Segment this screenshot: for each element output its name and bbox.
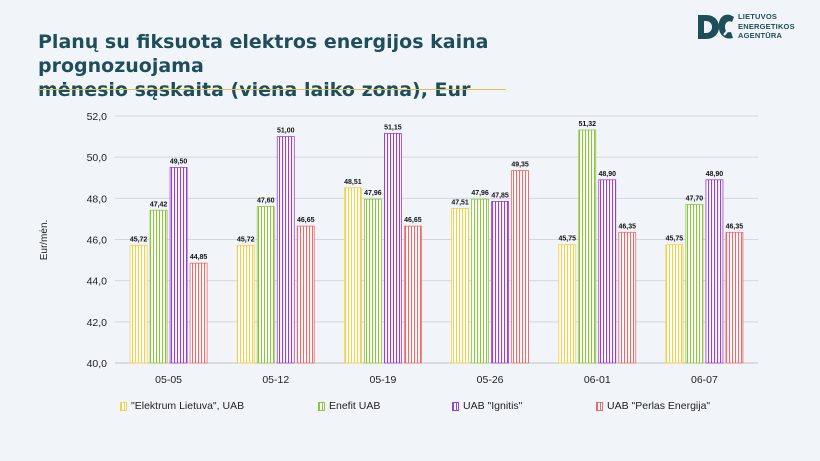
legend-label: Enefit UAB [329,400,381,412]
logo-line-2: ENERGETIKOS [738,21,795,31]
y-tick-label: 52,0 [87,111,108,123]
agency-logo-text: LIETUVOS ENERGETIKOS AGENTŪRA [738,12,795,41]
bar [665,244,684,364]
y-tick-label: 48,0 [87,193,108,205]
chart-title-line-2: mėnesio sąskaita (viena laiko zona), Eur [38,79,471,101]
logo-line-1: LIETUVOS [738,12,778,21]
bar [384,133,402,364]
chart-gridlines [115,115,758,364]
bar [558,244,577,364]
bar [256,206,275,364]
bar-value-label: 45,72 [237,236,255,243]
bar [404,225,422,364]
chart-bars [129,129,744,364]
bar [129,244,148,364]
y-axis-label: Eur/mėn. [39,220,50,261]
y-tick-label: 46,0 [87,235,108,247]
legend-swatch [120,401,127,411]
bar-value-label: 45,75 [558,236,576,243]
bar-value-label: 47,85 [491,192,509,199]
logo-line-3: AGENTŪRA [738,31,783,40]
y-tick-label: 42,0 [87,317,108,329]
x-tick-label: 05-05 [155,374,182,386]
x-axis-ticks: 05-05 05-12 05-19 05-26 06-01 06-07 [155,374,718,386]
bar-value-label: 47,96 [471,190,489,197]
bar-value-label: 51,15 [384,124,402,131]
x-tick-label: 05-19 [369,374,396,386]
bar [296,225,315,364]
x-tick-label: 05-12 [262,374,289,386]
bar [725,231,744,364]
legend-item: Enefit UAB [318,400,380,412]
legend-label: UAB "Perlas Energija" [607,400,711,412]
legend-item: UAB "Ignitis" [452,400,522,412]
bar [149,209,168,364]
bar-value-label: 48,51 [344,179,362,186]
bar [578,129,597,364]
bar-value-label: 51,00 [277,128,295,135]
bar [511,170,529,364]
bar-value-label: 45,72 [130,236,148,243]
agency-logo: LIETUVOS ENERGETIKOS AGENTŪRA [694,11,814,43]
bar [364,198,382,364]
bar-value-label: 49,35 [511,162,529,169]
bar-value-label: 47,42 [150,201,168,208]
legend-item: UAB "Perlas Energija" [596,400,710,412]
agency-logo-icon [698,14,735,39]
legend-swatch [452,401,459,411]
bar [598,179,617,364]
bar [471,198,489,364]
legend-item: "Elektrum Lietuva", UAB [120,400,244,412]
bar [169,167,188,364]
bar [451,208,469,364]
y-axis-ticks: 40,0 42,0 44,0 46,0 48,0 50,0 52,0 [87,111,108,370]
bar [491,201,509,364]
bar-value-label: 47,60 [257,198,275,205]
x-tick-label: 06-01 [584,374,611,386]
bar [685,204,704,364]
legend-swatch [318,401,325,411]
bar [189,262,208,364]
title-underline [38,89,506,90]
data-labels: 45,72 47,42 49,50 44,85 45,72 47,60 51,00 46,65… [130,121,743,261]
x-tick-label: 05-26 [477,374,504,386]
chart-title-line-1: Planų su fiksuota elektros energijos kai… [38,31,489,77]
bar-value-label: 47,51 [451,199,469,206]
bar [276,136,295,364]
bar [705,179,724,364]
legend-swatch [596,401,603,411]
bar-value-label: 49,50 [170,158,188,165]
y-tick-label: 50,0 [87,152,108,164]
bar-value-label: 47,96 [364,190,382,197]
y-tick-label: 40,0 [87,358,108,370]
bar-value-label: 46,35 [726,223,744,230]
bar-value-label: 44,85 [190,254,208,261]
x-tick-label: 06-07 [691,374,718,386]
bar-value-label: 45,75 [666,236,684,243]
bar-value-label: 51,32 [578,121,596,128]
bar [344,187,362,364]
bar-value-label: 46,65 [297,217,315,224]
y-tick-label: 44,0 [87,276,108,288]
chart-title: Planų su fiksuota elektros energijos kai… [38,30,638,102]
bar-value-label: 47,70 [686,196,704,203]
bar-value-label: 48,90 [706,171,724,178]
bar-value-label: 46,35 [618,223,636,230]
legend-label: "Elektrum Lietuva", UAB [131,400,245,412]
bar-value-label: 48,90 [598,171,616,178]
bar [618,231,637,364]
legend-label: UAB "Ignitis" [463,400,523,412]
chart-legend: "Elektrum Lietuva", UAB Enefit UAB UAB "Ig… [0,400,820,416]
bar [236,244,255,364]
bar-value-label: 46,65 [404,217,422,224]
